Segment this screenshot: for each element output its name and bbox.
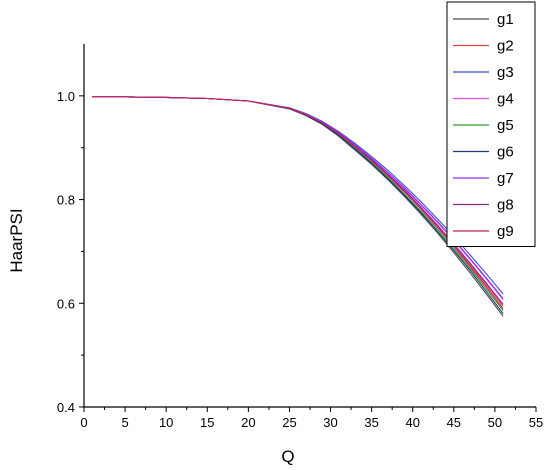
- legend-label-g7: g7: [497, 170, 514, 187]
- x-tick-label: 40: [405, 415, 419, 430]
- y-tick-label: 0.8: [57, 193, 75, 208]
- series-line-g8: [92, 96, 504, 305]
- x-tick-label: 45: [447, 415, 461, 430]
- x-tick-label: 50: [488, 415, 502, 430]
- y-tick-label: 1.0: [57, 89, 75, 104]
- series-line-g1: [92, 96, 504, 317]
- y-tick-label: 0.4: [57, 400, 75, 415]
- x-tick-label: 20: [241, 415, 255, 430]
- series-line-g5: [92, 96, 504, 311]
- y-tick-label: 0.6: [57, 296, 75, 311]
- series-line-g4: [92, 96, 504, 301]
- x-tick-label: 30: [323, 415, 337, 430]
- series-line-g6: [92, 96, 504, 315]
- legend-label-g4: g4: [497, 91, 514, 108]
- x-axis-title: Q: [281, 447, 294, 466]
- x-tick-label: 15: [200, 415, 214, 430]
- x-tick-label: 0: [80, 415, 87, 430]
- legend-label-g5: g5: [497, 117, 514, 134]
- series-line-g2: [92, 96, 504, 307]
- series-line-g9: [92, 96, 504, 309]
- legend-label-g2: g2: [497, 38, 514, 55]
- legend-label-g9: g9: [497, 223, 514, 240]
- x-tick-label: 5: [121, 415, 128, 430]
- legend-label-g6: g6: [497, 144, 514, 161]
- y-axis-ticks: 0.4 0.6 0.8 1.0: [57, 89, 84, 415]
- series-line-g3: [92, 96, 504, 295]
- legend: g1 g2 g3 g4 g5 g6 g7 g8 g9: [446, 1, 536, 247]
- legend-label-g1: g1: [497, 11, 514, 28]
- legend-label-g3: g3: [497, 64, 514, 81]
- x-tick-label: 55: [529, 415, 543, 430]
- series-line-g7: [92, 96, 504, 299]
- x-axis-ticks: 0 5 10 15 20 25 30 35 40 45 50 55: [80, 407, 543, 430]
- series-lines: [92, 96, 504, 317]
- x-tick-label: 25: [282, 415, 296, 430]
- x-tick-label: 10: [159, 415, 173, 430]
- x-tick-label: 35: [364, 415, 378, 430]
- legend-box: [446, 1, 536, 247]
- y-axis-title: HaarPSI: [7, 208, 26, 272]
- legend-label-g8: g8: [497, 197, 514, 214]
